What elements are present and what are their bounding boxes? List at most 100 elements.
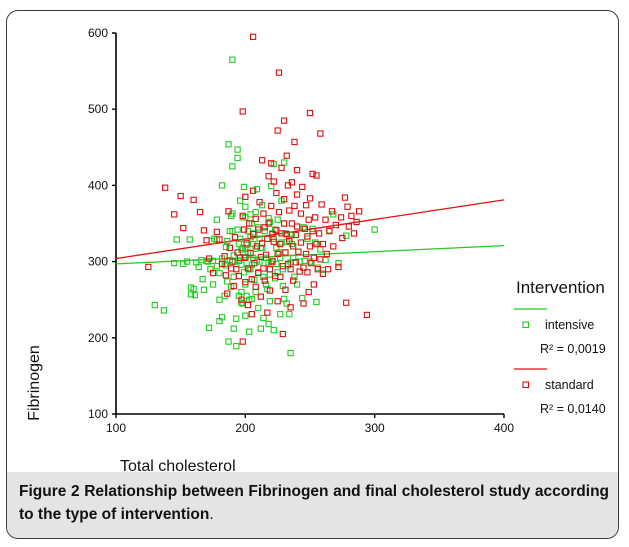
legend-label-intensive: intensive (545, 318, 594, 332)
point-intensive (240, 183, 248, 191)
point-standard (274, 298, 281, 305)
point-standard (262, 251, 270, 258)
point-standard (235, 272, 243, 280)
point-standard (328, 208, 336, 215)
point-standard (260, 210, 267, 217)
point-standard (213, 228, 221, 236)
point-standard (203, 237, 210, 244)
point-standard (257, 293, 265, 300)
point-standard (348, 212, 355, 220)
point-standard (297, 239, 305, 246)
point-intensive (195, 263, 202, 271)
point-standard (278, 164, 285, 172)
point-standard (274, 250, 281, 258)
point-standard (288, 179, 296, 186)
point-intensive (265, 320, 272, 328)
point-standard (222, 272, 230, 279)
point-standard (274, 127, 281, 134)
point-standard (309, 170, 316, 178)
point-standard (277, 240, 284, 248)
point-standard (304, 269, 311, 276)
point-standard (239, 212, 246, 220)
point-standard (242, 254, 249, 261)
point-standard (337, 214, 345, 221)
point-standard (283, 231, 290, 238)
point-intensive (261, 227, 268, 235)
point-standard (218, 260, 226, 268)
point-intensive (213, 216, 221, 223)
point-standard (161, 184, 169, 191)
y-tick-label: 600 (88, 26, 108, 40)
point-standard (344, 203, 351, 210)
point-standard (270, 178, 277, 185)
point-standard (209, 269, 217, 277)
point-intensive (293, 281, 301, 288)
axes: 100 200 300 400 500 600 100 200 300 400 (88, 26, 514, 435)
point-standard (244, 301, 252, 309)
point-intensive (283, 300, 290, 307)
fit-line-intensive (115, 244, 505, 265)
point-intensive (274, 216, 281, 223)
caption-period: . (209, 506, 214, 523)
point-standard (190, 196, 197, 204)
point-standard (363, 311, 371, 319)
point-standard (255, 226, 262, 233)
point-intensive (238, 261, 245, 268)
x-tick-label: 300 (365, 421, 385, 435)
point-standard (296, 268, 303, 275)
point-standard (279, 330, 286, 338)
point-intensive (224, 237, 231, 245)
point-standard (255, 269, 262, 277)
point-intensive (252, 288, 259, 296)
point-standard (287, 304, 294, 311)
point-intensive (234, 146, 241, 153)
point-standard (313, 240, 320, 248)
point-standard (261, 277, 268, 284)
point-intensive (287, 349, 294, 357)
point-intensive (252, 208, 259, 216)
point-intensive (242, 312, 249, 319)
point-standard (355, 208, 363, 215)
point-standard (305, 216, 312, 223)
point-intensive (229, 56, 236, 63)
point-standard (264, 309, 271, 316)
point-standard (238, 296, 245, 303)
x-axis-title: Total cholesterol (120, 458, 236, 474)
point-standard (230, 282, 237, 290)
y-tick-label: 400 (88, 178, 108, 192)
point-standard (293, 167, 301, 174)
point-intensive (222, 243, 230, 251)
point-standard (315, 230, 323, 237)
point-intensive (280, 159, 288, 166)
point-intensive (233, 343, 240, 350)
point-standard (268, 160, 275, 167)
point-intensive (237, 197, 244, 204)
point-standard (300, 300, 307, 307)
point-standard (227, 265, 235, 272)
point-standard (290, 243, 297, 250)
point-standard (286, 207, 293, 214)
legend-marker-intensive (522, 321, 530, 329)
point-intensive (234, 154, 241, 162)
point-intensive (251, 230, 258, 237)
point-standard (243, 240, 250, 247)
point-standard (231, 234, 239, 241)
point-standard (322, 216, 329, 223)
point-standard (317, 130, 324, 137)
point-standard (318, 201, 325, 208)
point-intensive (257, 325, 265, 332)
point-standard (200, 227, 208, 234)
point-standard (226, 244, 233, 252)
point-standard (280, 220, 288, 227)
point-intensive (313, 298, 320, 306)
point-standard (229, 258, 236, 265)
point-intensive (247, 211, 254, 218)
point-standard (247, 250, 254, 257)
legend-r2-standard: R² = 0,0140 (540, 402, 606, 416)
point-standard (280, 195, 288, 203)
point-standard (341, 194, 349, 201)
point-intensive (171, 259, 178, 267)
point-intensive (306, 258, 314, 265)
point-standard (343, 299, 350, 306)
point-standard (275, 208, 283, 216)
